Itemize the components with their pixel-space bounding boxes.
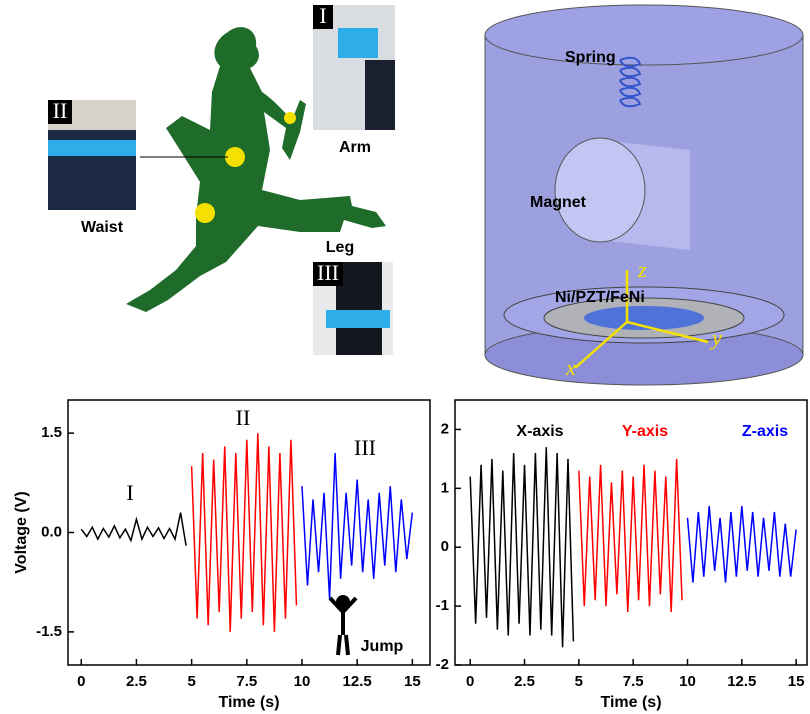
band	[48, 140, 136, 156]
signal-line	[192, 433, 297, 632]
signal-line	[687, 506, 796, 583]
band	[326, 310, 390, 328]
annotation: III	[354, 435, 376, 460]
cylinder-top	[485, 5, 803, 65]
sensor-dot	[195, 203, 215, 223]
legend-label: X-axis	[516, 423, 563, 440]
annotation: Jump	[361, 638, 404, 655]
axis-name: z	[637, 257, 647, 282]
signal-line	[81, 513, 186, 546]
signal-line	[579, 459, 682, 612]
line	[346, 635, 348, 655]
x-tick-label: 12.5	[727, 673, 756, 690]
x-tick-label: 10	[679, 673, 696, 690]
x-tick-label: 15	[404, 673, 421, 690]
signal-line	[470, 447, 573, 647]
inset-label: I	[319, 3, 326, 28]
y-tick-label: -2	[436, 656, 449, 673]
x-tick-label: 5	[575, 673, 583, 690]
x-tick-label: 12.5	[343, 673, 372, 690]
x-tick-label: 0	[77, 673, 85, 690]
x-tick-label: 0	[466, 673, 474, 690]
x-tick-label: 15	[788, 673, 805, 690]
device-label: Ni/PZT/FeNi	[555, 289, 645, 306]
x-axis-title: Time (s)	[600, 694, 661, 711]
y-tick-label: 1.5	[41, 424, 62, 441]
y-tick-label: -1	[436, 597, 449, 614]
annotation: II	[236, 405, 251, 430]
magnet-face	[555, 138, 645, 242]
page: {"illustration":{"inset_labels":["I","II…	[0, 0, 810, 714]
line	[338, 635, 340, 655]
x-tick-label: 7.5	[623, 673, 644, 690]
annotation: I	[126, 480, 133, 505]
x-tick-label: 10	[294, 673, 311, 690]
x-axis-title: Time (s)	[218, 694, 279, 711]
legend-label: Y-axis	[622, 423, 668, 440]
signal-line	[302, 453, 412, 599]
placement-label: Arm	[339, 139, 371, 156]
y-tick-label: 2	[441, 420, 449, 437]
x-tick-label: 5	[187, 673, 195, 690]
placement-label: Waist	[81, 219, 124, 236]
figure: I II III Arm Waist Leg Spring Magnet Ni/…	[0, 0, 810, 714]
x-tick-label: 2.5	[126, 673, 147, 690]
band	[338, 28, 378, 58]
axis-name: x	[565, 355, 576, 380]
x-tick-label: 2.5	[514, 673, 535, 690]
inset-label: II	[53, 98, 68, 123]
y-tick-label: -1.5	[36, 623, 62, 640]
y-tick-label: 0.0	[41, 523, 62, 540]
device-label: Magnet	[530, 194, 587, 211]
y-axis-title: Voltage (V)	[13, 491, 30, 573]
axis-name: y	[710, 325, 722, 350]
sensor-dot	[284, 112, 296, 124]
placement-label: Leg	[326, 239, 354, 256]
inset-label: III	[317, 260, 339, 285]
x-tick-label: 7.5	[236, 673, 257, 690]
y-tick-label: 1	[441, 479, 449, 496]
y-tick-label: 0	[441, 538, 449, 555]
legend-label: Z-axis	[742, 423, 788, 440]
body: I II III Arm Waist Leg Spring Magnet Ni/…	[0, 0, 810, 714]
device-label: Spring	[565, 49, 616, 66]
jump-icon	[330, 597, 356, 655]
clothing	[365, 60, 395, 130]
